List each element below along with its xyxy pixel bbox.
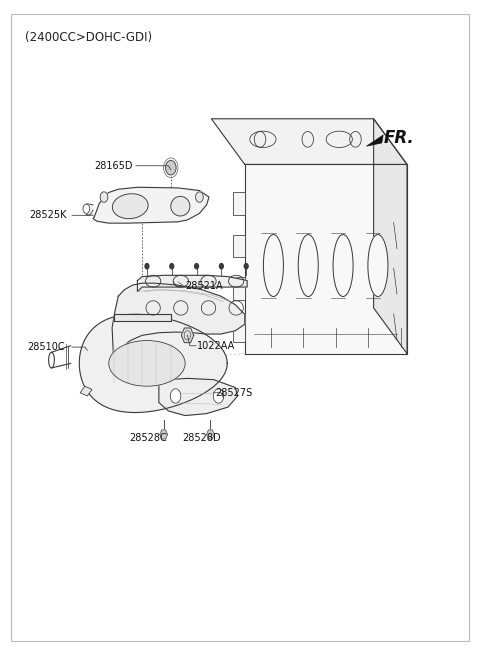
Polygon shape [80,386,92,396]
Ellipse shape [298,234,318,297]
Circle shape [100,192,108,202]
Circle shape [219,263,223,269]
Polygon shape [93,187,209,223]
Polygon shape [206,430,214,439]
FancyBboxPatch shape [233,234,245,257]
Polygon shape [181,328,194,343]
Text: 28510C: 28510C [28,342,65,352]
Circle shape [350,132,361,147]
Polygon shape [112,283,245,359]
Circle shape [170,389,181,403]
FancyBboxPatch shape [233,320,245,342]
Circle shape [302,132,313,147]
Text: 28528D: 28528D [182,434,220,443]
Polygon shape [159,379,238,415]
FancyBboxPatch shape [233,192,245,215]
Ellipse shape [171,196,190,216]
Text: 28525K: 28525K [29,210,67,220]
Text: 1022AA: 1022AA [197,341,235,351]
Text: 28528C: 28528C [129,434,167,443]
Circle shape [195,263,199,269]
Polygon shape [160,430,168,439]
Text: (2400CC>DOHC-GDI): (2400CC>DOHC-GDI) [25,31,152,44]
Circle shape [83,204,90,214]
Polygon shape [245,164,407,354]
Circle shape [254,132,266,147]
Circle shape [166,160,176,175]
Polygon shape [366,135,383,146]
Polygon shape [84,204,93,215]
Polygon shape [79,314,227,413]
Ellipse shape [264,234,283,297]
Polygon shape [137,275,247,291]
Text: 28165D: 28165D [95,160,133,171]
Polygon shape [114,314,171,321]
Ellipse shape [112,194,148,219]
Ellipse shape [368,234,388,297]
Text: 28527S: 28527S [215,388,252,398]
Text: FR.: FR. [383,129,414,147]
Circle shape [145,263,149,269]
Text: 28521A: 28521A [185,282,223,291]
Polygon shape [211,119,407,164]
Circle shape [196,192,203,202]
Ellipse shape [333,234,353,297]
Polygon shape [373,119,407,354]
Circle shape [213,389,224,403]
Circle shape [244,263,248,269]
Circle shape [170,263,174,269]
FancyBboxPatch shape [233,277,245,300]
Ellipse shape [109,341,185,386]
